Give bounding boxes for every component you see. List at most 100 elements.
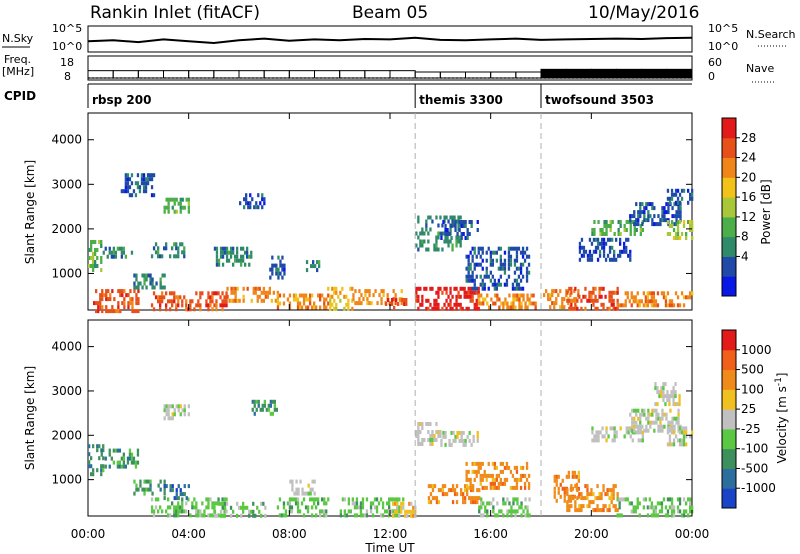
nave-bar-5 xyxy=(213,70,240,79)
x-tick-3: 12:00 xyxy=(373,527,408,541)
velocity-echo-region-8 xyxy=(276,497,330,518)
nave-bar-9 xyxy=(314,70,341,79)
power-colorbar-swatch-3 xyxy=(722,216,736,238)
x-tick-1: 04:00 xyxy=(171,527,206,541)
velocity-colorbar-swatch-3 xyxy=(722,428,736,450)
power-colorbar-tick-6: 4 xyxy=(741,249,749,263)
velocity-echo-region-0 xyxy=(88,444,105,477)
velocity-colorbar-tick-3: 25 xyxy=(741,402,756,416)
nave-bar-11 xyxy=(364,70,391,79)
nave-bar-13 xyxy=(414,71,441,79)
power-colorbar-tick-5: 8 xyxy=(741,230,749,244)
velocity-echo-region-2 xyxy=(133,479,166,496)
velocity-echo-region-7 xyxy=(251,399,278,416)
freq-tick-top: 18 xyxy=(60,56,74,69)
velocity-colorbar-swatch-7 xyxy=(722,349,736,371)
power-echo-region-1 xyxy=(102,246,134,259)
velocity-colorbar-swatch-0 xyxy=(722,488,736,509)
power-echo-region-8 xyxy=(213,246,253,267)
velocity-echo-region-13 xyxy=(427,484,481,505)
power-colorbar-swatch-7 xyxy=(722,137,736,159)
nsearch-tick-bottom: 10^0 xyxy=(708,40,738,53)
velocity-echo-region-15 xyxy=(465,461,531,490)
nave-bar-20 xyxy=(590,68,617,79)
power-echo-region-12 xyxy=(276,293,330,310)
power-ytick-3: 4000 xyxy=(51,133,82,147)
velocity-ytick-0: 1000 xyxy=(51,473,82,487)
power-colorbar: 28 24 20 16 12 8 4 xyxy=(721,117,756,297)
x-tick-4: 16:00 xyxy=(473,527,508,541)
velocity-echo-region-16 xyxy=(478,497,531,518)
power-colorbar-tick-3: 16 xyxy=(741,190,756,204)
velocity-ytick-2: 3000 xyxy=(51,384,82,398)
power-colorbar-swatch-0 xyxy=(722,276,736,297)
power-echo-region-3 xyxy=(133,273,166,290)
cpid-segment-2: twofsound 3503 xyxy=(545,93,654,107)
nsearch-label: N.Search xyxy=(746,28,796,41)
power-echo-region-10 xyxy=(239,193,266,210)
power-colorbar-swatch-1 xyxy=(722,256,736,277)
nave-bar-12 xyxy=(389,70,416,79)
velocity-colorbar-swatch-2 xyxy=(722,448,736,469)
nave-bar-21 xyxy=(616,68,643,79)
power-echo-region-2 xyxy=(93,289,140,314)
power-echo-region-21 xyxy=(478,293,537,310)
velocity-colorbar-label: Velocity [m s-1] xyxy=(774,373,789,464)
power-echo-region-25 xyxy=(591,220,644,236)
velocity-colorbar-tick-5: -100 xyxy=(741,442,768,456)
power-colorbar-swatch-2 xyxy=(722,236,736,257)
power-colorbar-tick-0: 28 xyxy=(741,131,756,145)
nave-bar-16 xyxy=(490,71,517,79)
velocity-echo-region-18 xyxy=(566,484,619,513)
velocity-echo-region-21 xyxy=(666,426,694,447)
power-colorbar-tick-1: 24 xyxy=(741,151,756,165)
x-axis: 00:00 04:00 08:00 12:00 16:00 20:00 00:00 xyxy=(71,113,709,541)
velocity-ytick-3: 4000 xyxy=(51,340,82,354)
power-echo-region-24 xyxy=(578,237,632,262)
velocity-colorbar-swatch-8 xyxy=(722,330,736,351)
power-ytick-1: 2000 xyxy=(51,222,82,236)
velocity-colorbar-tick-7: -1000 xyxy=(741,481,776,495)
velocity-colorbar-tick-2: 100 xyxy=(741,382,764,396)
nsky-tick-bottom: 10^0 xyxy=(52,40,82,53)
velocity-colorbar-tick-1: 500 xyxy=(741,363,764,377)
nsky-panel: N.Sky 10^5 10^0 10^5 10^0 N.Search xyxy=(2,22,796,53)
cpid-label: CPID xyxy=(4,89,36,103)
velocity-colorbar-swatch-6 xyxy=(722,369,736,390)
nave-bar-2 xyxy=(137,70,164,79)
nave-bar-0 xyxy=(87,70,114,79)
power-colorbar-tick-2: 20 xyxy=(741,170,756,184)
power-echo-region-13 xyxy=(305,260,321,273)
nave-bar-10 xyxy=(339,70,366,79)
velocity-colorbar-tick-0: 1000 xyxy=(741,343,772,357)
nsky-tick-top: 10^5 xyxy=(52,22,82,35)
velocity-echo-region-3 xyxy=(163,404,190,421)
nave-bar-1 xyxy=(112,70,139,79)
station-title: Rankin Inlet (fitACF) xyxy=(90,3,260,23)
velocity-ytick-1: 2000 xyxy=(51,428,82,442)
power-ytick-2: 3000 xyxy=(51,177,82,191)
nave-tick-top: 60 xyxy=(708,56,722,69)
cpid-segment-0: rbsp 200 xyxy=(92,93,151,107)
nave-tick-bottom: 0 xyxy=(708,70,715,83)
nave-bar-8 xyxy=(288,70,316,79)
velocity-colorbar-swatch-4 xyxy=(722,409,736,430)
nsky-label: N.Sky xyxy=(2,32,34,45)
nsearch-tick-top: 10^5 xyxy=(708,22,738,35)
velocity-colorbar-swatch-1 xyxy=(722,468,736,489)
power-echo-region-9 xyxy=(226,286,279,303)
velocity-panel: 1000 2000 3000 4000 Slant Range [km] 1000 50… xyxy=(23,319,789,518)
velocity-colorbar: 1000 500 100 25 -25 -100 -500 -1000 xyxy=(721,329,776,509)
power-colorbar-label: Power [dB] xyxy=(759,179,773,244)
power-echo-region-7 xyxy=(150,291,228,312)
nave-bar-19 xyxy=(565,68,592,79)
power-echo-region-29 xyxy=(666,188,694,205)
nsky-series-line xyxy=(87,36,693,45)
velocity-echo-region-19 xyxy=(591,426,644,443)
nave-bar-6 xyxy=(238,70,265,79)
velocity-echo-region-14 xyxy=(440,430,479,447)
power-colorbar-swatch-8 xyxy=(722,118,736,139)
power-panel: 1000 2000 3000 4000 Slant Range [km] 28 24 20… xyxy=(23,112,773,314)
power-echo-region-11 xyxy=(269,255,286,280)
velocity-colorbar-tick-6: -500 xyxy=(741,461,768,475)
